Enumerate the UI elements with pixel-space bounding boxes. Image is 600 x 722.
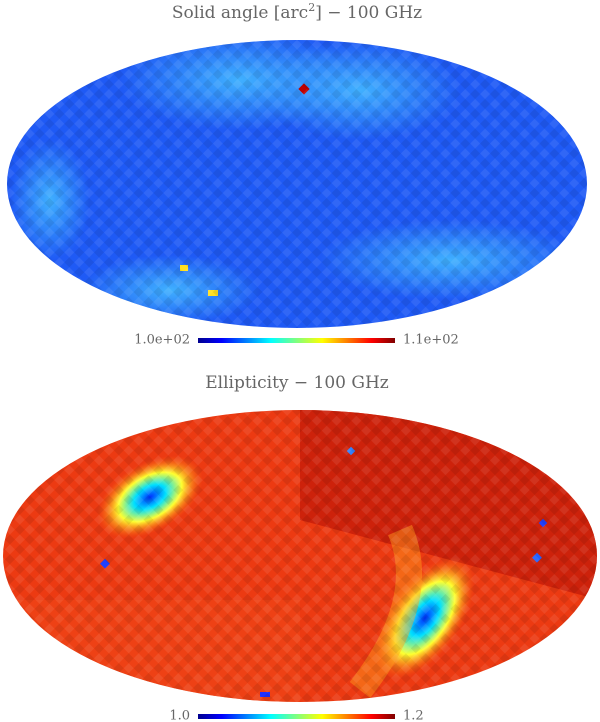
map [3, 410, 597, 702]
colorbar [198, 714, 395, 719]
title-text: Solid angle [arc [172, 3, 308, 23]
colorbar [198, 338, 395, 343]
map-title: Solid angle [arc2] − 100 GHz [172, 1, 422, 23]
title-text: ] − 100 GHz [315, 3, 422, 23]
map-title: Ellipticity − 100 GHz [205, 373, 389, 393]
colorbar-max-label: 1.1e+02 [403, 333, 459, 348]
colorbar-max-label: 1.2 [403, 709, 424, 722]
colorbar-min-label: 1.0 [169, 709, 190, 722]
colorbar-min-label: 1.0e+02 [134, 333, 190, 348]
map [7, 40, 587, 328]
title-superscript: 2 [308, 1, 315, 14]
